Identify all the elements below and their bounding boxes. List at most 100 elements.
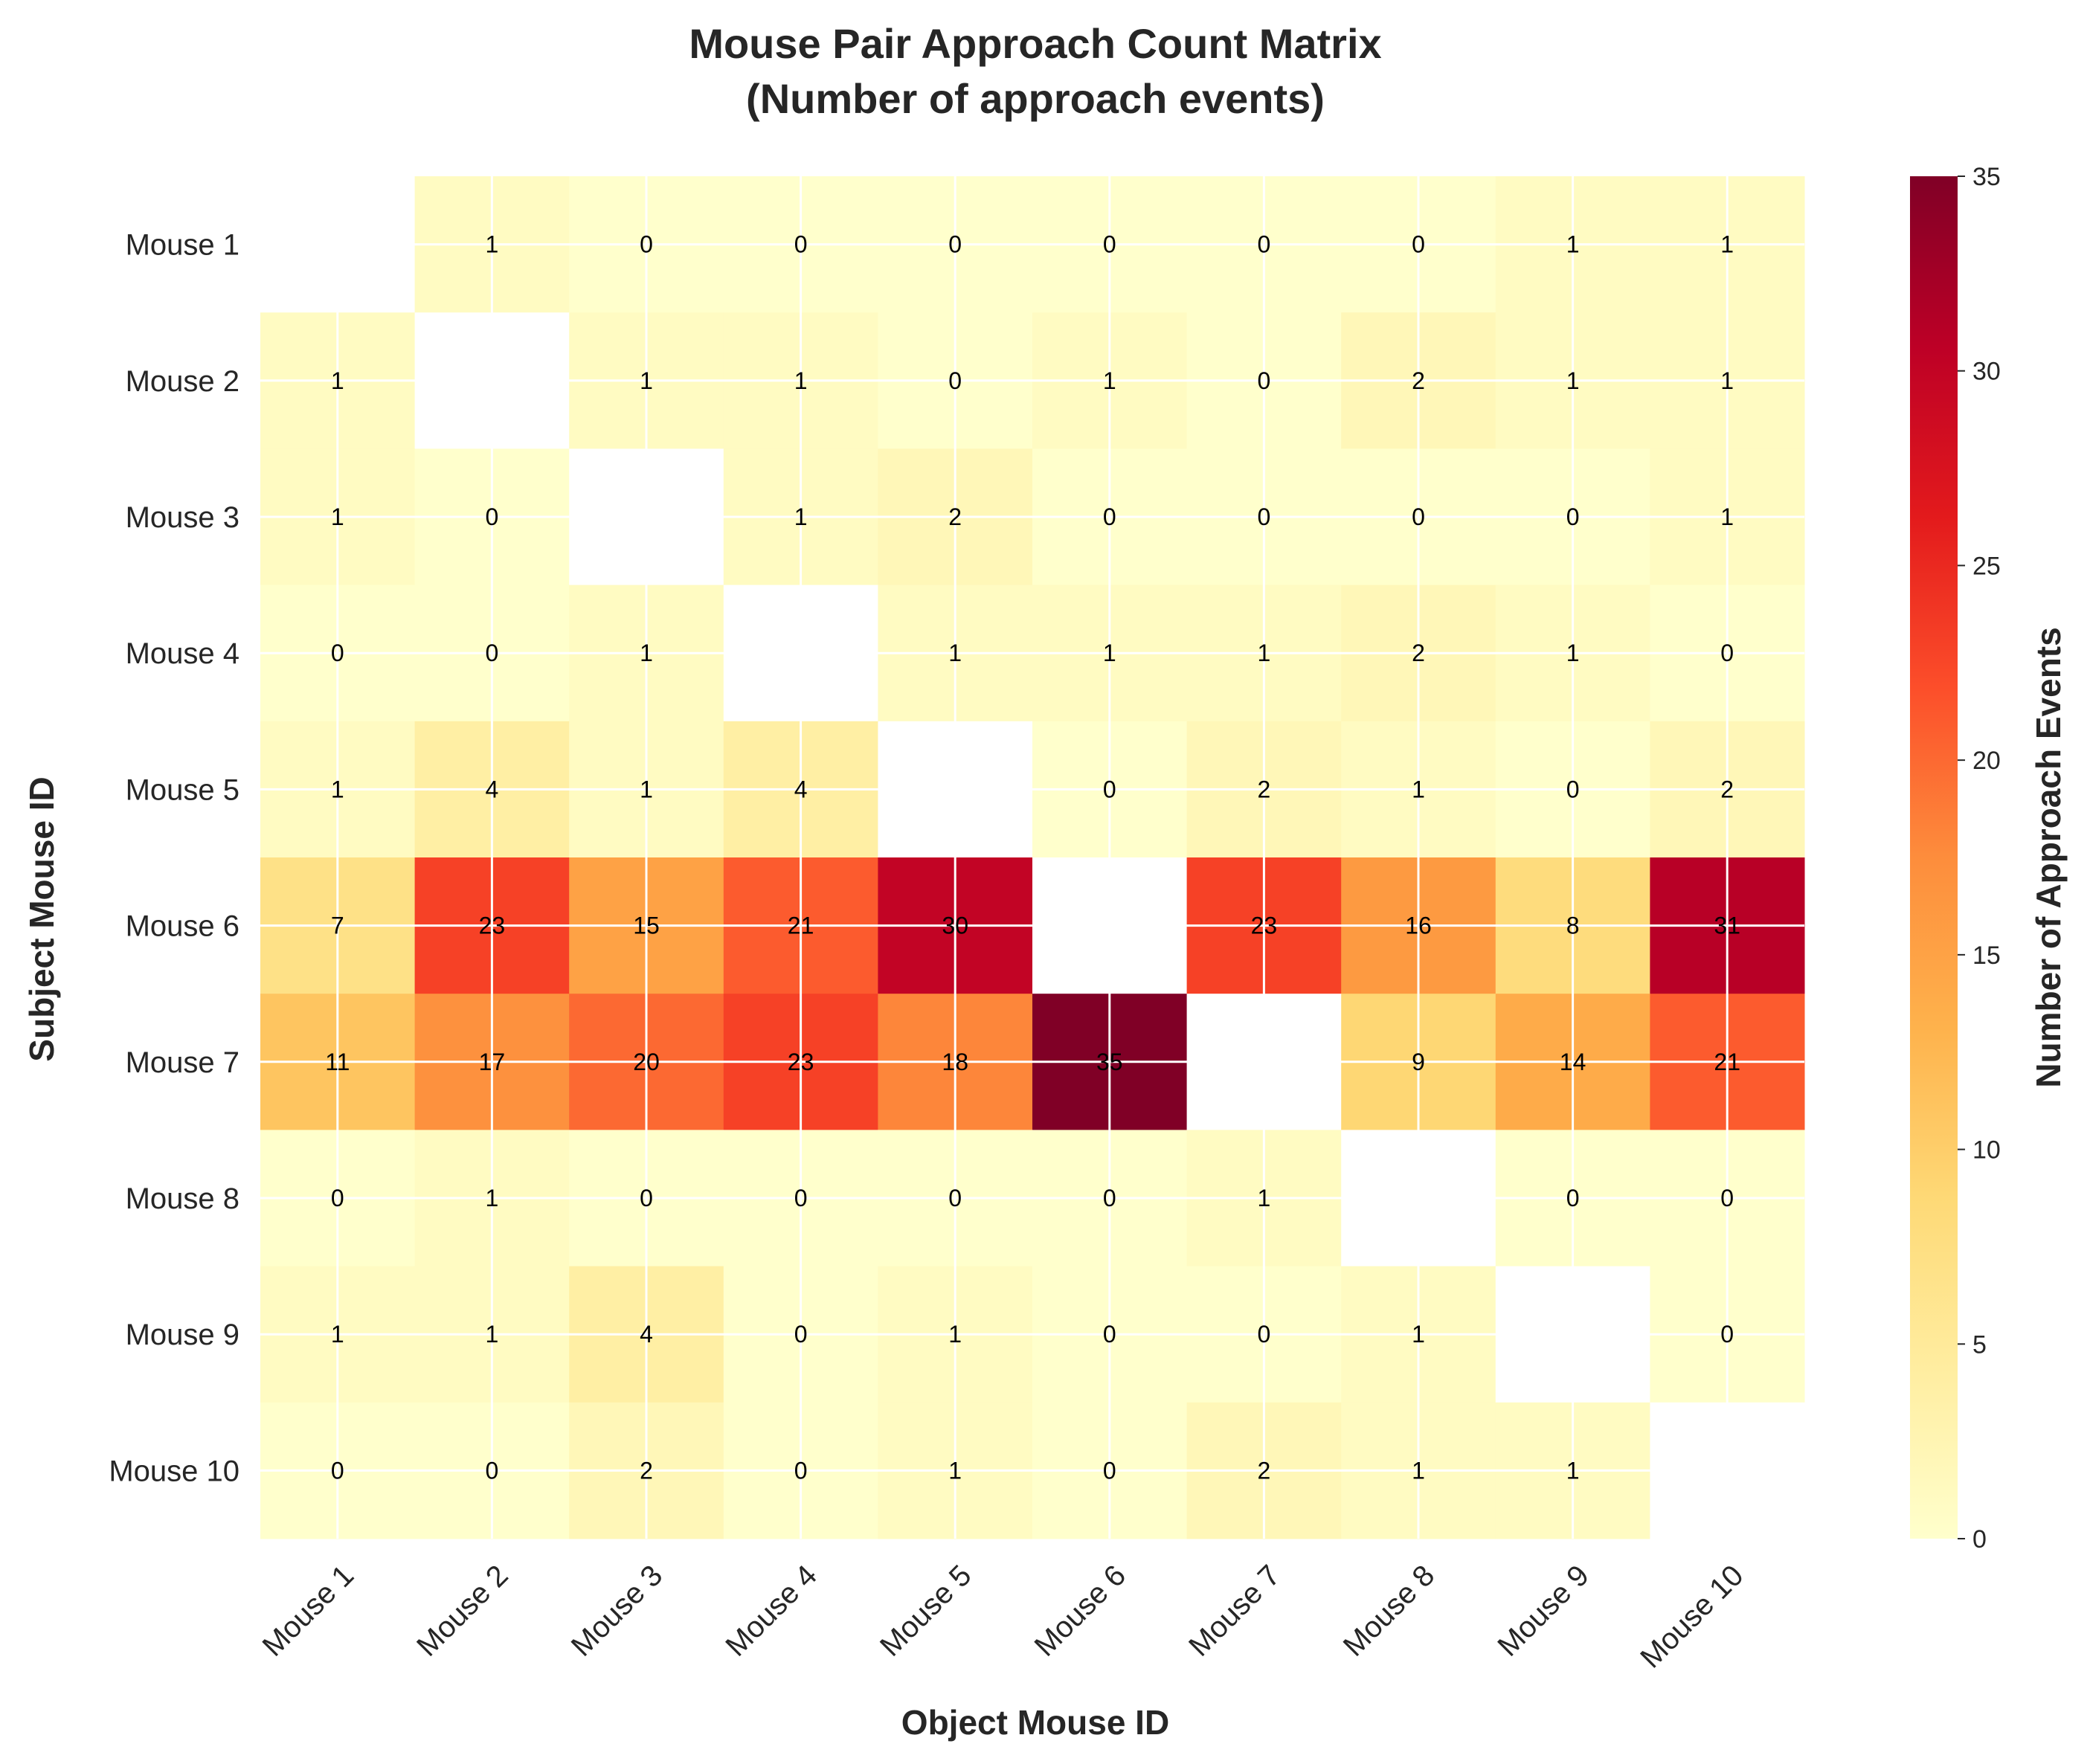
cell-value: 17	[479, 1049, 506, 1075]
cell-value: 0	[1258, 1321, 1271, 1348]
cell-value: 2	[1720, 776, 1734, 802]
cell-value: 1	[1720, 367, 1734, 394]
y-tick-label: Mouse 3	[126, 501, 239, 534]
cell-value: 1	[1103, 640, 1116, 666]
cell-value: 0	[486, 640, 499, 666]
cell-value: 0	[1412, 503, 1425, 530]
cell-value: 18	[942, 1049, 968, 1075]
cell-value: 0	[948, 367, 962, 394]
cell-value: 1	[331, 776, 344, 802]
cell-value: 21	[1714, 1049, 1740, 1075]
cell-value: 0	[331, 640, 344, 666]
cell-value: 14	[1560, 1049, 1586, 1075]
cell-value: 2	[1412, 640, 1425, 666]
cell-value: 0	[1720, 1185, 1734, 1211]
cell-value: 1	[486, 1321, 499, 1348]
colorbar	[1910, 176, 1958, 1539]
y-tick-label: Mouse 7	[126, 1046, 239, 1079]
cell-value: 1	[1566, 1457, 1580, 1484]
cell-value: 0	[486, 503, 499, 530]
cell-value: 0	[331, 1457, 344, 1484]
cell-value: 0	[948, 1185, 962, 1211]
cell-value: 1	[1412, 1457, 1425, 1484]
y-tick-label: Mouse 10	[109, 1455, 239, 1487]
cell-value: 1	[1566, 367, 1580, 394]
x-tick-label: Mouse 8	[1337, 1559, 1441, 1663]
y-tick-labels: Mouse 1 Mouse 2 Mouse 3 Mouse 4 Mouse 5 Mouse…	[109, 229, 239, 1488]
colorbar-tick-label: 10	[1972, 1136, 2001, 1165]
colorbar-tick-label: 20	[1972, 747, 2001, 775]
x-tick-labels: Mouse 1 Mouse 2 Mouse 3 Mouse 4 Mouse 5 Mouse…	[257, 1559, 1750, 1674]
cell-value: 0	[794, 1457, 808, 1484]
cell-value: 1	[331, 367, 344, 394]
cell-value: 0	[1566, 1185, 1580, 1211]
y-tick-label: Mouse 5	[126, 773, 239, 806]
colorbar-tick-label: 35	[1972, 163, 2001, 191]
cell-value: 0	[640, 231, 653, 258]
cell-value: 7	[331, 912, 344, 939]
cell-value: 0	[1103, 503, 1116, 530]
cell-value: 35	[1096, 1049, 1123, 1075]
cell-value: 0	[1258, 231, 1271, 258]
colorbar-label: Number of Approach Events	[2029, 627, 2068, 1087]
cell-value: 1	[1412, 776, 1425, 802]
cell-value: 0	[1103, 231, 1116, 258]
cell-value: 23	[1251, 912, 1278, 939]
colorbar-tick-label: 5	[1972, 1330, 1987, 1359]
colorbar-ticks: 0 5 10 15 20 25 30 35	[1958, 163, 2001, 1554]
cell-value: 0	[948, 231, 962, 258]
y-tick-label: Mouse 2	[126, 365, 239, 398]
x-tick-label: Mouse 3	[565, 1559, 669, 1663]
y-tick-label: Mouse 9	[126, 1319, 239, 1351]
cell-value: 1	[948, 1321, 962, 1348]
y-tick-label: Mouse 8	[126, 1182, 239, 1215]
chart-subtitle: (Number of approach events)	[746, 75, 1325, 122]
cell-value: 0	[640, 1185, 653, 1211]
cell-value: 1	[794, 503, 808, 530]
x-tick-label: Mouse 7	[1183, 1559, 1287, 1663]
colorbar-tick-label: 30	[1972, 358, 2001, 386]
cell-value: 0	[1103, 1185, 1116, 1211]
cell-value: 2	[1412, 367, 1425, 394]
y-axis-label: Subject Mouse ID	[22, 776, 61, 1061]
cell-value: 0	[1720, 640, 1734, 666]
cell-value: 1	[1258, 640, 1271, 666]
cell-value: 23	[479, 912, 506, 939]
cell-value: 0	[1720, 1321, 1734, 1348]
cell-value: 0	[794, 1185, 808, 1211]
cell-value: 1	[331, 503, 344, 530]
cell-value: 0	[331, 1185, 344, 1211]
y-tick-label: Mouse 4	[126, 637, 239, 670]
x-tick-label: Mouse 4	[719, 1559, 823, 1663]
cell-value: 1	[640, 640, 653, 666]
cell-value: 1	[486, 1185, 499, 1211]
grid-lines	[260, 176, 1804, 1539]
cell-value: 1	[1103, 367, 1116, 394]
cell-value: 4	[640, 1321, 653, 1348]
cell-value: 1	[1720, 503, 1734, 530]
cell-value: 1	[331, 1321, 344, 1348]
cell-value: 2	[948, 503, 962, 530]
y-tick-label: Mouse 6	[126, 910, 239, 943]
x-tick-label: Mouse 2	[411, 1559, 515, 1663]
cell-value: 1	[794, 367, 808, 394]
cell-value: 20	[633, 1049, 660, 1075]
cell-value: 2	[1258, 776, 1271, 802]
cell-value: 0	[794, 231, 808, 258]
cell-value: 0	[1566, 776, 1580, 802]
cell-value: 1	[640, 367, 653, 394]
cell-value: 1	[1412, 1321, 1425, 1348]
cell-value: 0	[1412, 231, 1425, 258]
cell-value: 1	[948, 640, 962, 666]
cell-value: 31	[1714, 912, 1740, 939]
cell-value: 0	[1103, 1457, 1116, 1484]
cell-value: 2	[1258, 1457, 1271, 1484]
cell-value: 1	[1720, 231, 1734, 258]
cell-value: 21	[788, 912, 814, 939]
cell-value: 1	[486, 231, 499, 258]
cell-value: 4	[794, 776, 808, 802]
cell-value: 0	[1566, 503, 1580, 530]
cell-value: 1	[1258, 1185, 1271, 1211]
cell-value: 1	[1566, 640, 1580, 666]
